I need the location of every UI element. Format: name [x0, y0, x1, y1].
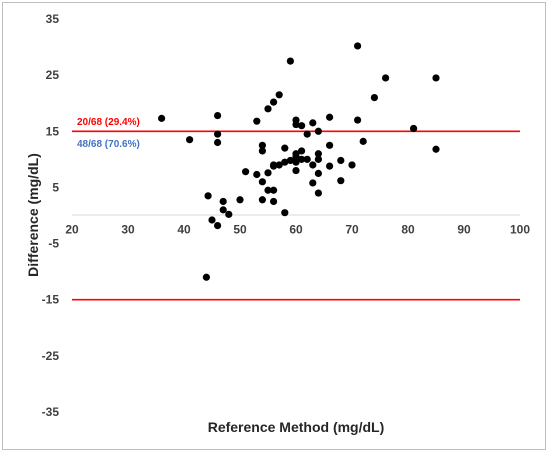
data-point — [253, 170, 261, 179]
x-tick-label: 60 — [289, 223, 303, 237]
data-point — [286, 156, 294, 165]
data-point — [208, 216, 216, 224]
data-point — [309, 161, 317, 169]
data-point — [359, 137, 367, 145]
data-point — [258, 196, 266, 204]
data-point — [432, 145, 440, 153]
data-point — [264, 105, 272, 113]
annotation-within: 48/68 (70.6%) — [77, 139, 140, 150]
data-point — [354, 116, 362, 124]
y-tick-label: -5 — [48, 237, 59, 251]
y-tick-label: 5 — [52, 180, 59, 194]
data-point — [270, 98, 278, 106]
data-point — [303, 130, 311, 138]
data-point — [410, 124, 418, 133]
data-point — [292, 158, 300, 166]
data-point — [258, 147, 266, 155]
data-point — [219, 197, 227, 206]
data-point — [314, 189, 322, 197]
data-point — [326, 113, 334, 121]
data-point — [275, 91, 283, 99]
y-tick-label: -25 — [42, 349, 60, 363]
data-point — [298, 147, 306, 155]
data-point — [275, 161, 283, 169]
data-point — [219, 206, 227, 214]
data-point — [354, 42, 362, 50]
data-point — [242, 168, 250, 176]
data-point — [292, 166, 300, 175]
data-point — [326, 141, 334, 149]
data-point — [214, 111, 222, 120]
data-point — [309, 119, 317, 127]
data-point — [270, 162, 278, 170]
data-point — [314, 169, 322, 177]
x-tick-label: 100 — [510, 223, 530, 237]
data-point — [314, 127, 322, 135]
y-tick-label: -15 — [42, 293, 60, 307]
data-point — [432, 74, 440, 82]
x-tick-label: 40 — [177, 223, 191, 237]
data-point — [348, 161, 356, 169]
data-point — [214, 138, 222, 147]
data-point — [270, 186, 278, 194]
data-point — [258, 178, 266, 186]
y-tick-label: 25 — [46, 68, 60, 82]
data-point — [298, 122, 306, 130]
data-point — [382, 74, 390, 82]
data-point — [258, 141, 266, 149]
data-point — [286, 57, 294, 65]
data-point — [314, 150, 322, 158]
data-point — [314, 155, 322, 163]
x-tick-label: 90 — [457, 223, 471, 237]
y-tick-label: 15 — [46, 124, 60, 138]
x-axis-title: Reference Method (mg/dL) — [208, 419, 385, 435]
data-point — [337, 156, 345, 165]
data-point — [281, 144, 289, 152]
x-tick-label: 70 — [345, 223, 359, 237]
data-point — [264, 169, 272, 177]
data-point — [186, 136, 194, 144]
data-point — [303, 155, 311, 163]
data-point — [326, 162, 334, 170]
x-tick-label: 20 — [65, 223, 79, 237]
data-point — [225, 210, 233, 218]
chart-frame — [2, 2, 546, 450]
data-point — [292, 120, 300, 129]
data-point — [236, 196, 244, 204]
y-axis-title: Difference (mg/dL) — [25, 153, 41, 277]
data-point — [298, 155, 306, 163]
data-point — [281, 158, 289, 166]
y-tick-label: 35 — [46, 12, 60, 26]
data-point — [309, 179, 317, 187]
data-point — [202, 273, 210, 281]
data-point — [337, 177, 345, 185]
data-point — [270, 197, 278, 206]
data-point — [214, 130, 222, 138]
y-tick-label: -35 — [42, 405, 60, 419]
data-point — [281, 209, 289, 217]
data-point — [253, 117, 261, 125]
data-point — [158, 114, 166, 122]
x-tick-label: 50 — [233, 223, 247, 237]
annotation-above: 20/68 (29.4%) — [77, 117, 140, 128]
x-tick-label: 80 — [401, 223, 415, 237]
x-tick-label: 30 — [121, 223, 135, 237]
data-point — [292, 152, 300, 161]
data-point — [204, 192, 212, 200]
data-point — [264, 186, 272, 194]
data-point — [370, 94, 378, 102]
data-point — [214, 222, 222, 230]
